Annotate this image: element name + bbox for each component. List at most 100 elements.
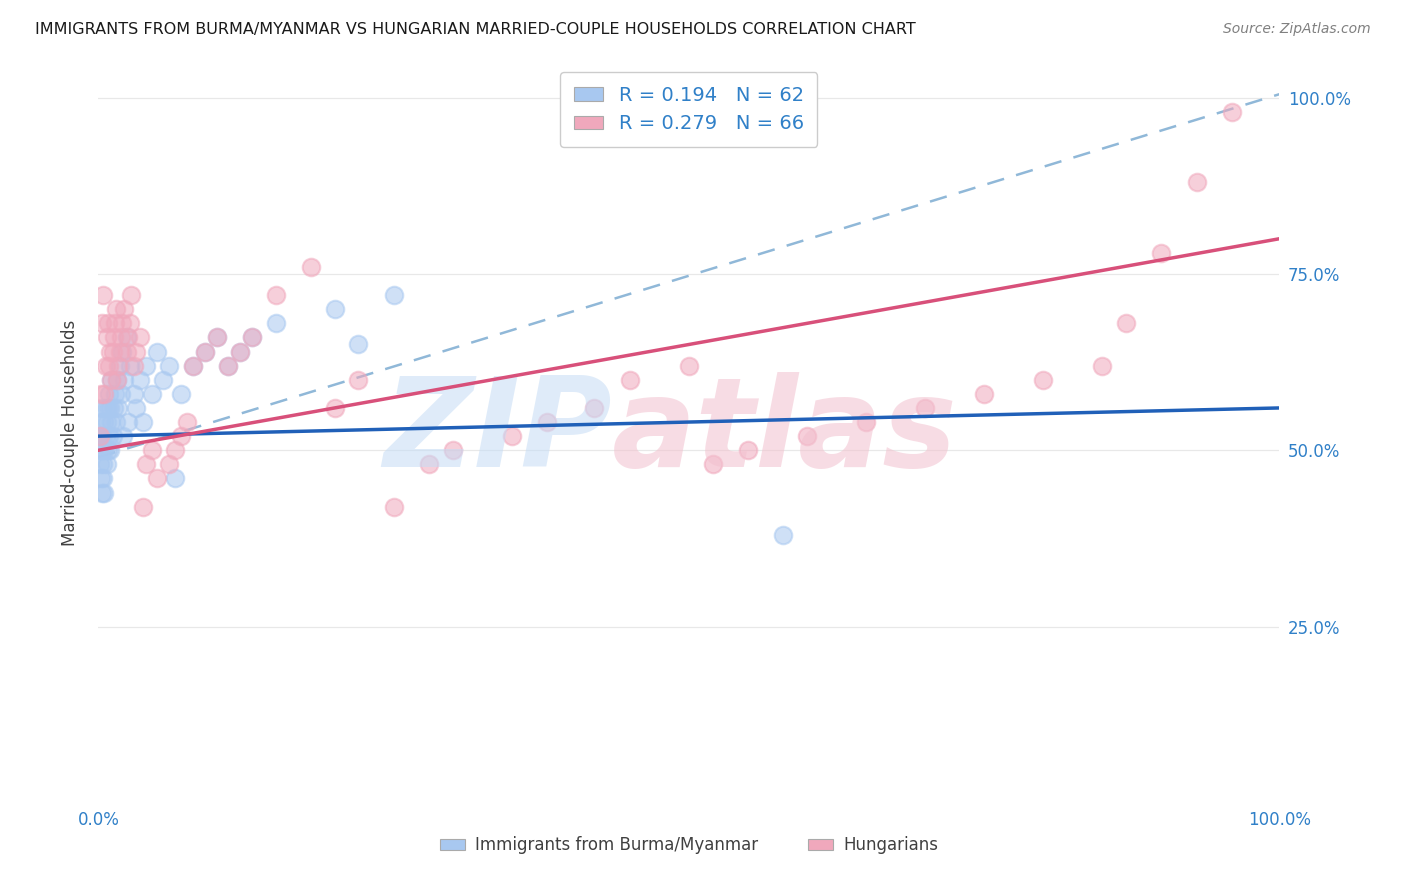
Point [1220, 104, 1243, 119]
Point [110, 330, 132, 344]
Point [112, 429, 135, 443]
Point [98, 429, 121, 443]
Point [105, 373, 128, 387]
Point [128, 330, 150, 344]
Point [146, 471, 169, 485]
Point [91, 485, 114, 500]
Point [105, 373, 128, 387]
Text: atlas: atlas [612, 372, 957, 493]
Point [91, 429, 114, 443]
Point [1185, 175, 1208, 189]
Point [914, 401, 936, 415]
Point [103, 401, 125, 415]
Point [98, 359, 121, 373]
Point [105, 415, 128, 429]
Point [89, 458, 111, 472]
Point [501, 429, 523, 443]
Point [91, 316, 114, 330]
Point [229, 344, 252, 359]
Point [347, 337, 370, 351]
Point [112, 302, 135, 317]
Point [90, 387, 112, 401]
Point [796, 429, 818, 443]
Point [122, 359, 145, 373]
Point [135, 359, 157, 373]
Point [93, 387, 115, 401]
Point [205, 330, 228, 344]
Point [583, 401, 606, 415]
Text: Source: ZipAtlas.com: Source: ZipAtlas.com [1223, 22, 1371, 37]
Point [205, 330, 228, 344]
Point [104, 387, 127, 401]
Point [93, 443, 115, 458]
Point [96, 415, 118, 429]
Point [90, 429, 112, 443]
Point [240, 330, 263, 344]
Point [98, 387, 121, 401]
Point [94, 429, 117, 443]
Point [217, 359, 239, 373]
Point [112, 373, 135, 387]
Point [100, 415, 122, 429]
Point [141, 387, 163, 401]
Point [1032, 373, 1054, 387]
Point [96, 458, 118, 472]
Point [101, 429, 124, 443]
Point [128, 373, 150, 387]
Point [111, 316, 134, 330]
Point [1150, 245, 1173, 260]
Point [98, 443, 121, 458]
Point [194, 344, 217, 359]
Point [1091, 359, 1114, 373]
Point [176, 415, 198, 429]
Point [702, 458, 724, 472]
Point [93, 415, 115, 429]
Point [299, 260, 322, 274]
Point [194, 344, 217, 359]
Point [619, 373, 641, 387]
Point [855, 415, 877, 429]
Point [382, 500, 405, 514]
Point [122, 387, 145, 401]
Point [110, 387, 132, 401]
Point [229, 344, 252, 359]
Point [120, 316, 142, 330]
Point [678, 359, 700, 373]
Point [135, 458, 157, 472]
Point [973, 387, 995, 401]
Point [103, 330, 125, 344]
Point [165, 443, 187, 458]
Point [152, 373, 174, 387]
Point [100, 373, 122, 387]
Point [170, 429, 193, 443]
Point [323, 302, 346, 317]
Point [323, 401, 346, 415]
Point [94, 401, 117, 415]
Point [89, 443, 111, 458]
Point [90, 471, 112, 485]
Point [264, 316, 287, 330]
Text: ZIP: ZIP [384, 372, 612, 493]
Point [94, 359, 117, 373]
Legend: Immigrants from Burma/Myanmar, Hungarians: Immigrants from Burma/Myanmar, Hungarian… [433, 830, 945, 861]
Point [98, 344, 121, 359]
Point [181, 359, 204, 373]
Point [111, 344, 134, 359]
Point [165, 471, 187, 485]
Y-axis label: Married-couple Households: Married-couple Households [60, 319, 79, 546]
Point [441, 443, 464, 458]
Point [104, 316, 127, 330]
Point [737, 443, 759, 458]
Point [121, 288, 143, 302]
Point [108, 359, 131, 373]
Point [107, 401, 129, 415]
Point [97, 401, 120, 415]
Point [97, 316, 120, 330]
Point [107, 359, 129, 373]
Point [264, 288, 287, 302]
Point [96, 330, 118, 344]
Point [90, 415, 112, 429]
Point [157, 359, 180, 373]
Point [125, 344, 148, 359]
Point [97, 443, 120, 458]
